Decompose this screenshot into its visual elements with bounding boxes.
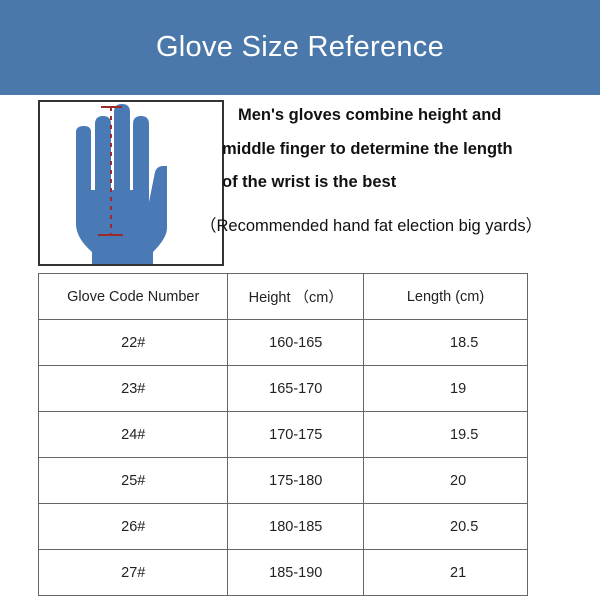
table-row: 22# 160-165 18.5	[37, 319, 528, 366]
cell-height: 180-185	[227, 503, 365, 550]
cell-code: 27#	[37, 549, 229, 596]
hand-illustration	[38, 100, 224, 274]
table-row: 27# 185-190 21	[37, 549, 528, 596]
table-row: 25# 175-180 20	[37, 457, 528, 504]
cell-code: 26#	[37, 503, 229, 550]
table-row: 24# 170-175 19.5	[37, 411, 528, 458]
cell-code: 25#	[37, 457, 229, 504]
table-header-row: Glove Code Number Height （cm） Length (cm…	[37, 273, 528, 320]
description-line-2: middle finger to determine the length	[222, 140, 513, 158]
cell-height: 170-175	[227, 411, 365, 458]
cell-height: 165-170	[227, 365, 365, 412]
cell-height: 175-180	[227, 457, 365, 504]
recommendation-note: （Recommended hand fat election big yards…	[200, 217, 543, 235]
cell-code: 22#	[37, 319, 229, 366]
table-row: 26# 180-185 20.5	[37, 503, 528, 550]
cell-length: 20.5	[363, 503, 528, 550]
cell-length: 18.5	[363, 319, 528, 366]
cell-code: 23#	[37, 365, 229, 412]
cell-length: 21	[363, 549, 528, 596]
cell-code: 24#	[37, 411, 229, 458]
cell-length: 19	[363, 365, 528, 412]
cell-length: 20	[363, 457, 528, 504]
description-line-1: Men's gloves combine height and	[238, 106, 502, 124]
description-line-3: of the wrist is the best	[222, 173, 397, 191]
cell-height: 160-165	[227, 319, 365, 366]
table-row: 23# 165-170 19	[37, 365, 528, 412]
header-code: Glove Code Number	[37, 273, 229, 320]
header-height: Height （cm）	[227, 273, 365, 320]
header-length: Length (cm)	[363, 273, 528, 320]
hand-icon	[76, 104, 167, 274]
cell-length: 19.5	[363, 411, 528, 458]
size-table: Glove Code Number Height （cm） Length (cm…	[37, 273, 528, 596]
title-banner: Glove Size Reference	[0, 0, 600, 95]
page-title: Glove Size Reference	[155, 31, 445, 63]
cell-height: 185-190	[227, 549, 365, 596]
